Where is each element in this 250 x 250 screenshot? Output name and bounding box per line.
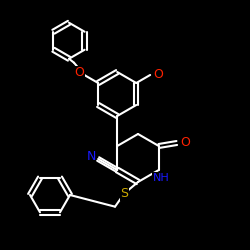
Text: O: O <box>180 136 190 149</box>
Text: S: S <box>120 187 128 200</box>
Text: NH: NH <box>152 173 169 183</box>
Text: O: O <box>153 68 163 82</box>
Text: N: N <box>86 150 96 162</box>
Text: O: O <box>74 66 84 80</box>
